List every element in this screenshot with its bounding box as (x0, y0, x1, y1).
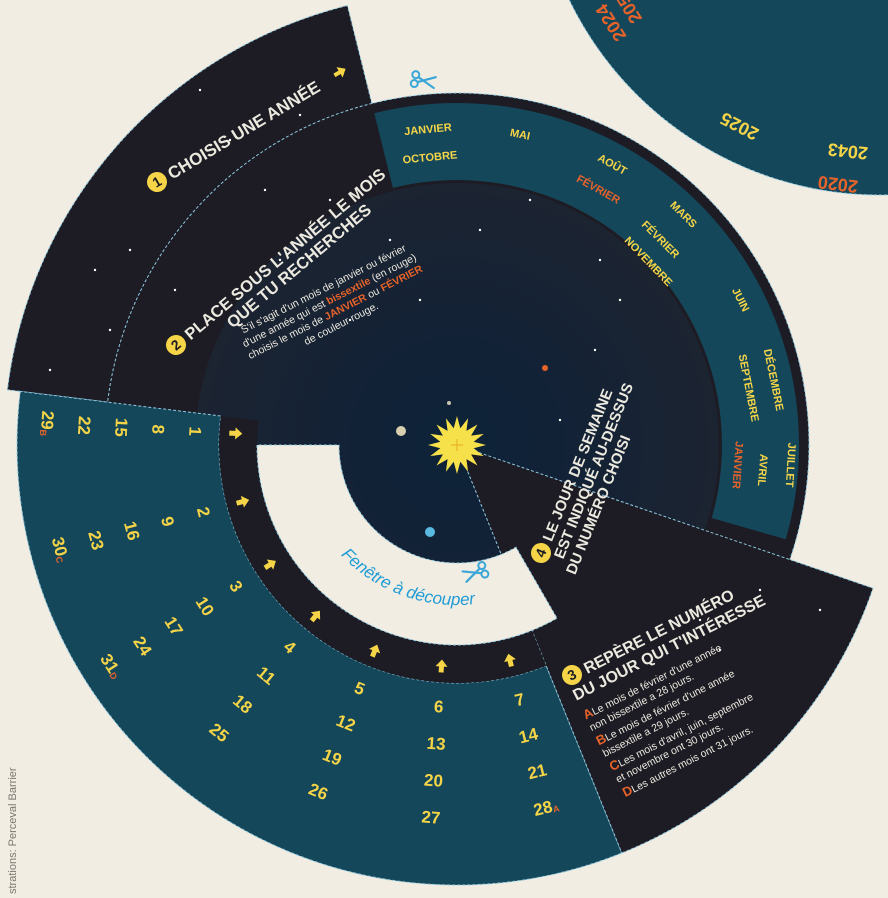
day-number: 6 (433, 698, 444, 718)
star (109, 329, 111, 331)
day-number: 13 (426, 734, 446, 754)
star (94, 269, 96, 271)
star (264, 189, 266, 191)
star (479, 229, 481, 231)
star (299, 114, 301, 116)
star (819, 609, 821, 611)
credit: strations: Perceval Barrier (7, 767, 19, 894)
calendar-wheel: 20522024202520432020JANVIEROCTOBREMAIAOÛ… (0, 0, 888, 898)
star (49, 369, 51, 371)
day-number: 1 (185, 426, 204, 436)
planet (396, 426, 406, 436)
day-number: 15 (111, 417, 131, 437)
star (329, 199, 331, 201)
star (389, 239, 391, 241)
day-value: 6 (433, 698, 444, 718)
day-value: 20 (423, 771, 443, 791)
star (759, 589, 761, 591)
day-value: 8 (148, 424, 167, 434)
day-number: 8 (148, 424, 167, 434)
star (419, 299, 421, 301)
day-value: 22 (74, 416, 94, 436)
day-value: 15 (111, 417, 131, 437)
day-value: 1 (185, 426, 204, 436)
star (594, 349, 596, 351)
page: 20522024202520432020JANVIEROCTOBREMAIAOÛ… (0, 0, 888, 898)
day-value: 13 (426, 734, 446, 754)
day-number: 20 (423, 771, 443, 791)
day-letter: B (38, 429, 48, 437)
planet (542, 365, 548, 371)
day-value: 29 (37, 410, 57, 430)
star (619, 299, 621, 301)
planet (447, 401, 451, 405)
planet (425, 527, 435, 537)
star (199, 89, 201, 91)
year-label: 2043 (827, 139, 869, 163)
day-number: 27 (421, 808, 441, 828)
star (174, 289, 176, 291)
day-number: 22 (74, 416, 94, 436)
day-value: 27 (421, 808, 441, 828)
star (129, 249, 131, 251)
star (529, 199, 531, 201)
star (559, 419, 561, 421)
star (599, 259, 601, 261)
